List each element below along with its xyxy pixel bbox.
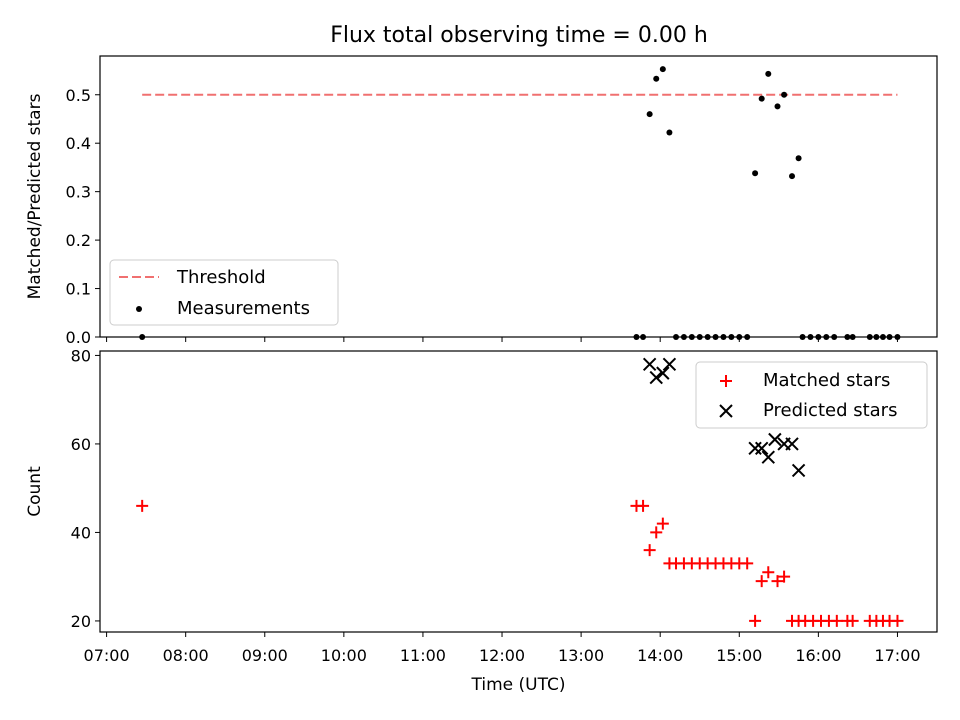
x-tick-label: 09:00 xyxy=(242,646,288,665)
y-tick-label: 0.2 xyxy=(66,231,91,250)
matched-star-marker xyxy=(762,566,775,579)
predicted-star-marker xyxy=(761,450,775,464)
y-tick-label: 0.1 xyxy=(66,280,91,299)
y-axis-label: Matched/Predicted stars xyxy=(25,93,45,299)
x-tick-label: 17:00 xyxy=(874,646,920,665)
predicted-star-marker xyxy=(748,441,762,456)
matched-star-marker xyxy=(749,614,762,627)
x-tick-label: 08:00 xyxy=(163,646,209,665)
legend-top: Threshold Measurements xyxy=(109,259,339,326)
y-tick-label: 40 xyxy=(71,523,91,542)
predicted-star-marker xyxy=(656,366,670,380)
legend-measurements-label: Measurements xyxy=(177,298,310,319)
predicted-star-marker xyxy=(649,370,663,385)
matched-star-marker xyxy=(741,557,754,570)
matched-star-marker xyxy=(637,499,650,512)
legend-frame xyxy=(109,259,339,326)
predicted-star-marker xyxy=(754,441,769,456)
legend-matched-swatch xyxy=(720,375,732,387)
legend-measurements-swatch xyxy=(136,306,142,312)
matched-star-marker xyxy=(650,526,663,539)
matched-star-marker xyxy=(830,614,843,627)
x-axis-label: Time (UTC) xyxy=(471,675,566,695)
top-plot-frame xyxy=(99,55,938,338)
y-tick-label: 0.4 xyxy=(66,134,91,153)
matched-star-marker xyxy=(656,517,669,530)
y-axis-label: Count xyxy=(25,466,45,517)
x-tick-label: 13:00 xyxy=(558,646,604,665)
matched-star-marker xyxy=(778,570,791,583)
predicted-star-marker xyxy=(791,463,806,478)
y-tick-label: 20 xyxy=(71,612,91,631)
y-tick-label: 0.0 xyxy=(66,328,91,347)
measurement-point xyxy=(781,91,788,98)
matched-star-marker xyxy=(891,614,904,627)
x-tick-label: 12:00 xyxy=(479,646,525,665)
matched-star-marker xyxy=(771,575,784,588)
legend-matched-label: Matched stars xyxy=(763,370,890,391)
x-tick-label: 07:00 xyxy=(84,646,130,665)
measurement-point xyxy=(765,70,772,77)
measurement-point xyxy=(646,111,653,118)
bottom-panel: 20 40 60 80 07:00 08:00 09:00 10:00 11:00 12:00 13… xyxy=(25,346,938,695)
legend-predicted-swatch xyxy=(719,404,733,418)
measurement-point xyxy=(795,155,802,162)
measurement-point xyxy=(758,95,765,102)
y-tick-label: 0.5 xyxy=(66,86,91,105)
y-tick-label: 0.3 xyxy=(66,183,91,202)
measurement-point xyxy=(752,170,759,177)
x-tick-label: 11:00 xyxy=(400,646,446,665)
measurement-point xyxy=(774,103,781,110)
predicted-star-marker xyxy=(642,357,657,371)
x-tick-label: 10:00 xyxy=(321,646,367,665)
matched-star-marker xyxy=(643,544,656,557)
y-tick-label: 60 xyxy=(71,435,91,454)
measurement-point xyxy=(653,75,660,82)
top-panel: 0.0 0.1 0.2 0.3 0.4 0.5 Matched/Predicted star… xyxy=(25,55,938,347)
x-tick-label: 16:00 xyxy=(795,646,841,665)
matched-star-marker xyxy=(846,614,859,627)
legend-predicted-label: Predicted stars xyxy=(763,400,897,421)
matched-star-marker xyxy=(755,575,768,588)
measurement-point xyxy=(789,173,796,180)
measurement-point xyxy=(666,129,673,136)
legend-frame xyxy=(695,361,928,429)
y-tick-label: 80 xyxy=(71,346,91,365)
legend-threshold-label: Threshold xyxy=(176,267,266,288)
predicted-star-marker xyxy=(785,437,799,451)
bottom-plot-frame xyxy=(99,350,938,633)
x-tick-label: 15:00 xyxy=(716,646,762,665)
measurement-point xyxy=(659,66,666,73)
figure-title: Flux total observing time = 0.00 h xyxy=(330,23,708,48)
x-tick-label: 14:00 xyxy=(637,646,683,665)
predicted-star-marker xyxy=(662,357,677,371)
matched-star-marker xyxy=(136,499,149,512)
predicted-star-marker xyxy=(768,432,782,447)
legend-bottom: Matched stars Predicted stars xyxy=(695,361,928,429)
